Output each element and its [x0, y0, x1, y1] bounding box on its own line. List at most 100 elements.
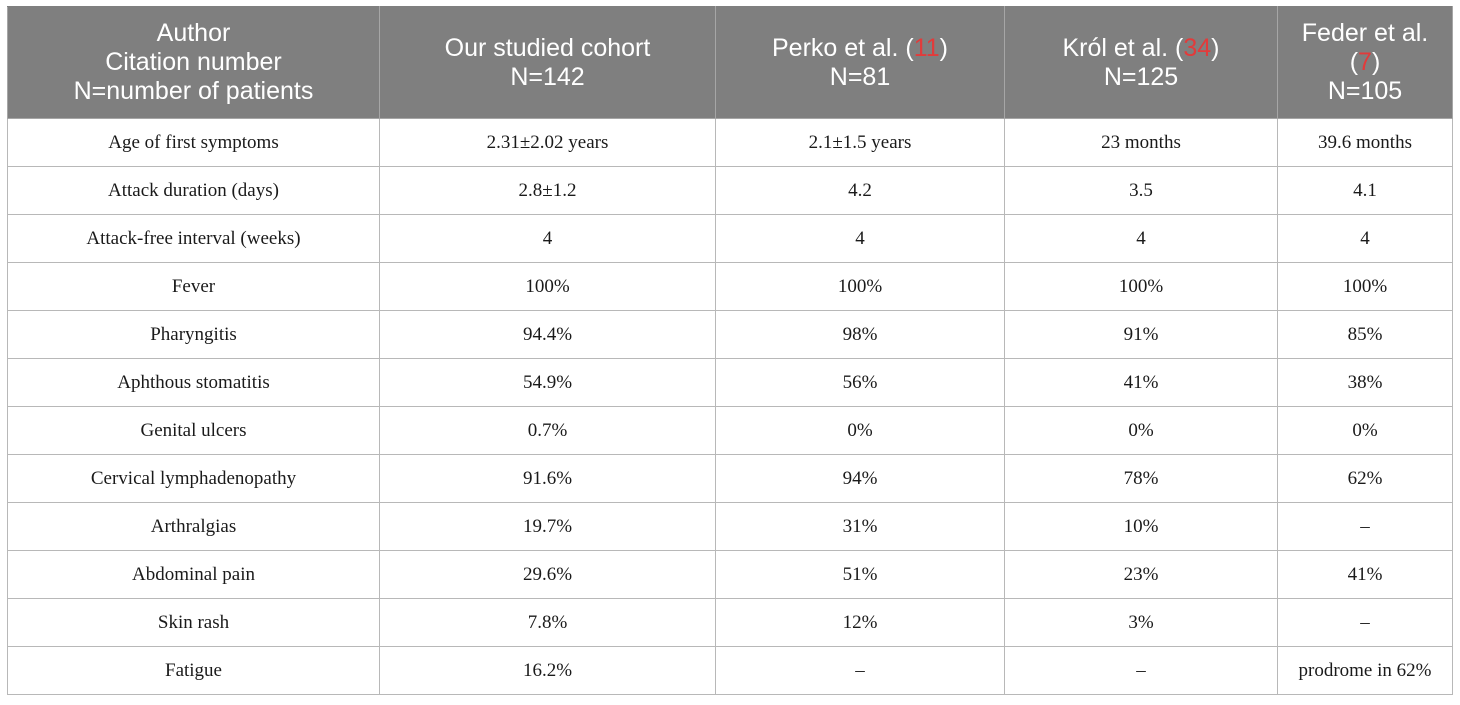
value-cell: 2.31±2.02 years — [379, 118, 716, 167]
value-cell: – — [1277, 598, 1453, 647]
value-cell: 98% — [715, 310, 1005, 359]
value-cell: 62% — [1277, 454, 1453, 503]
value-cell: 16.2% — [379, 646, 716, 695]
value-cell: 2.1±1.5 years — [715, 118, 1005, 167]
row-label-cell: Fever — [7, 262, 380, 311]
value-cell: 3% — [1004, 598, 1278, 647]
table-row: Genital ulcers 0.7% 0% 0% 0% — [7, 406, 1453, 455]
value-cell: 78% — [1004, 454, 1278, 503]
row-label-cell: Attack duration (days) — [7, 166, 380, 215]
header-feder-n: N=105 — [1327, 77, 1403, 105]
value-cell: – — [715, 646, 1005, 695]
value-cell: 10% — [1004, 502, 1278, 551]
citation-link-34[interactable]: 34 — [1183, 33, 1212, 62]
value-cell: 3.5 — [1004, 166, 1278, 215]
value-cell: 0% — [1004, 406, 1278, 455]
header-perko-close: ) — [939, 33, 948, 62]
row-label-cell: Skin rash — [7, 598, 380, 647]
header-our-cohort: Our studied cohort N=142 — [379, 6, 716, 119]
value-cell: 41% — [1004, 358, 1278, 407]
value-cell: 4 — [715, 214, 1005, 263]
header-perko-title: Perko et al. (11) — [722, 34, 998, 63]
table-row: Aphthous stomatitis 54.9% 56% 41% 38% — [7, 358, 1453, 407]
value-cell: 7.8% — [379, 598, 716, 647]
row-label-cell: Pharyngitis — [7, 310, 380, 359]
table-row: Skin rash 7.8% 12% 3% – — [7, 598, 1453, 647]
header-krol-title: Król et al. (34) — [1011, 34, 1271, 63]
table-row: Abdominal pain 29.6% 51% 23% 41% — [7, 550, 1453, 599]
table-row: Attack duration (days) 2.8±1.2 4.2 3.5 4.1 — [7, 166, 1453, 215]
value-cell: 4 — [1004, 214, 1278, 263]
value-cell: 100% — [1277, 262, 1453, 311]
row-label-cell: Attack-free interval (weeks) — [7, 214, 380, 263]
header-row: Author Citation number N=number of patie… — [7, 6, 1453, 119]
value-cell: 4 — [1277, 214, 1453, 263]
comparison-table-container: Author Citation number N=number of patie… — [7, 6, 1453, 695]
value-cell: 4.1 — [1277, 166, 1453, 215]
value-cell: 2.8±1.2 — [379, 166, 716, 215]
row-label-cell: Age of first symptoms — [7, 118, 380, 167]
header-perko-n: N=81 — [829, 62, 891, 91]
header-krol: Król et al. (34) N=125 — [1004, 6, 1278, 119]
header-feder-open: ( — [1349, 48, 1359, 76]
value-cell: prodrome in 62% — [1277, 646, 1453, 695]
value-cell: 39.6 months — [1277, 118, 1453, 167]
row-label-cell: Abdominal pain — [7, 550, 380, 599]
header-krol-close: ) — [1211, 33, 1220, 62]
row-label-cell: Aphthous stomatitis — [7, 358, 380, 407]
table-row: Fever 100% 100% 100% 100% — [7, 262, 1453, 311]
header-our-cohort-n: N=142 — [510, 62, 585, 91]
value-cell: 4.2 — [715, 166, 1005, 215]
table-row: Attack-free interval (weeks) 4 4 4 4 — [7, 214, 1453, 263]
value-cell: 91% — [1004, 310, 1278, 359]
value-cell: 31% — [715, 502, 1005, 551]
header-feder-close: ) — [1371, 48, 1381, 76]
header-feder: Feder et al. (7) N=105 — [1277, 6, 1453, 119]
value-cell: 41% — [1277, 550, 1453, 599]
header-n-line: N=number of patients — [73, 77, 314, 105]
table-row: Age of first symptoms 2.31±2.02 years 2.1±… — [7, 118, 1453, 167]
value-cell: 4 — [379, 214, 716, 263]
header-feder-citation: (7) — [1284, 48, 1446, 77]
citation-link-7[interactable]: 7 — [1358, 48, 1372, 76]
value-cell: 38% — [1277, 358, 1453, 407]
value-cell: 91.6% — [379, 454, 716, 503]
value-cell: 94.4% — [379, 310, 716, 359]
table-row: Cervical lymphadenopathy 91.6% 94% 78% 62% — [7, 454, 1453, 503]
value-cell: 100% — [715, 262, 1005, 311]
value-cell: 0% — [1277, 406, 1453, 455]
value-cell: 29.6% — [379, 550, 716, 599]
value-cell: 19.7% — [379, 502, 716, 551]
header-citation-line: Citation number — [105, 48, 282, 76]
value-cell: – — [1277, 502, 1453, 551]
row-label-cell: Cervical lymphadenopathy — [7, 454, 380, 503]
value-cell: 23% — [1004, 550, 1278, 599]
table-row: Fatigue 16.2% – – prodrome in 62% — [7, 646, 1453, 695]
citation-link-11[interactable]: 11 — [913, 33, 940, 62]
header-feder-title: Feder et al. — [1301, 19, 1429, 47]
value-cell: 0.7% — [379, 406, 716, 455]
value-cell: 51% — [715, 550, 1005, 599]
header-krol-author: Król et al. ( — [1062, 33, 1184, 62]
header-author: Author Citation number N=number of patie… — [7, 6, 380, 119]
header-our-cohort-title: Our studied cohort — [444, 33, 651, 62]
row-label-cell: Fatigue — [7, 646, 380, 695]
value-cell: 23 months — [1004, 118, 1278, 167]
value-cell: 0% — [715, 406, 1005, 455]
value-cell: 100% — [379, 262, 716, 311]
row-label-cell: Genital ulcers — [7, 406, 380, 455]
comparison-table: Author Citation number N=number of patie… — [7, 6, 1453, 695]
header-author-line: Author — [156, 19, 231, 47]
value-cell: – — [1004, 646, 1278, 695]
header-perko-author: Perko et al. ( — [771, 33, 914, 62]
header-perko: Perko et al. (11) N=81 — [715, 6, 1005, 119]
row-label-cell: Arthralgias — [7, 502, 380, 551]
table-body: Age of first symptoms 2.31±2.02 years 2.1±… — [7, 118, 1453, 695]
value-cell: 12% — [715, 598, 1005, 647]
header-krol-n: N=125 — [1103, 62, 1179, 91]
value-cell: 100% — [1004, 262, 1278, 311]
table-row: Pharyngitis 94.4% 98% 91% 85% — [7, 310, 1453, 359]
value-cell: 56% — [715, 358, 1005, 407]
table-row: Arthralgias 19.7% 31% 10% – — [7, 502, 1453, 551]
value-cell: 94% — [715, 454, 1005, 503]
